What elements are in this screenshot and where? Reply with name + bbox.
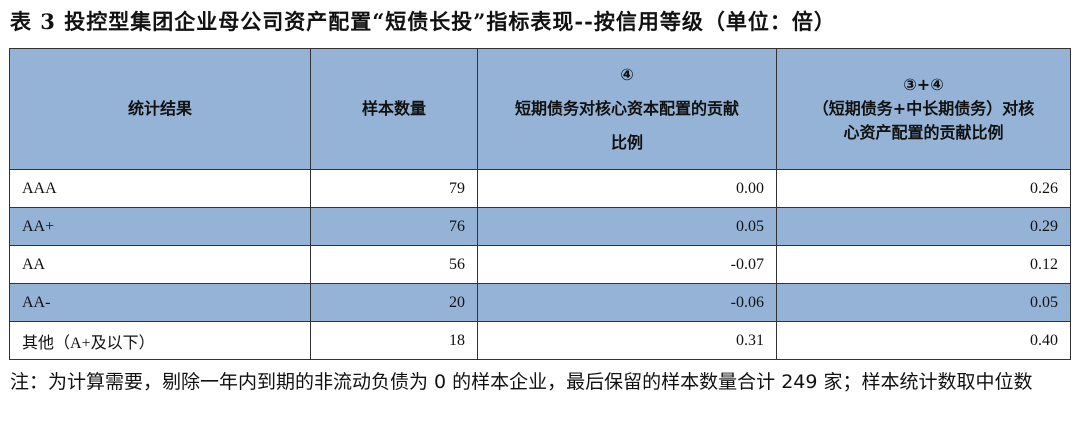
rating-cell: AA- <box>9 283 311 322</box>
rating-cell: 其他（A+及以下） <box>9 321 311 360</box>
short-debt-ratio-cell: 0.00 <box>477 169 777 208</box>
total-debt-ratio-cell: 0.12 <box>776 245 1071 284</box>
rating-cell: AA <box>9 245 311 284</box>
header-row: 统计结果 样本数量 ④ 短期债务对核心资本配置的贡献 比例 ③+④ （短期债务+… <box>9 48 1071 170</box>
total-debt-ratio-cell: 0.40 <box>776 321 1071 360</box>
sample-count-cell: 76 <box>310 207 478 246</box>
header-total-debt-ratio: ③+④ （短期债务+中长期债务）对核 心资产配置的贡献比例 <box>776 48 1071 170</box>
sample-count-cell: 79 <box>310 169 478 208</box>
short-debt-ratio-cell: -0.07 <box>477 245 777 284</box>
short-debt-ratio-cell: 0.05 <box>477 207 777 246</box>
table-row: AAA 79 0.00 0.26 <box>9 169 1071 208</box>
sample-count-cell: 56 <box>310 245 478 284</box>
table-row: 其他（A+及以下） 18 0.31 0.40 <box>9 321 1071 360</box>
short-debt-ratio-cell: -0.06 <box>477 283 777 322</box>
total-debt-ratio-cell: 0.29 <box>776 207 1071 246</box>
table-row: AA+ 76 0.05 0.29 <box>9 207 1071 246</box>
header-short-debt-ratio: ④ 短期债务对核心资本配置的贡献 比例 <box>477 48 777 170</box>
table-row: AA- 20 -0.06 0.05 <box>9 283 1071 322</box>
rating-cell: AA+ <box>9 207 311 246</box>
table-note: 注：为计算需要，剔除一年内到期的非流动负债为 0 的样本企业，最后保留的样本数量… <box>10 371 1033 393</box>
total-debt-ratio-cell: 0.26 <box>776 169 1071 208</box>
sample-count-cell: 18 <box>310 321 478 360</box>
header-stat: 统计结果 <box>9 48 311 170</box>
table-row: AA 56 -0.07 0.12 <box>9 245 1071 284</box>
rating-cell: AAA <box>9 169 311 208</box>
header-sample-count: 样本数量 <box>310 48 478 170</box>
short-debt-ratio-cell: 0.31 <box>477 321 777 360</box>
table-title: 表 3 投控型集团企业母公司资产配置“短债长投”指标表现--按信用等级（单位：倍… <box>10 9 836 34</box>
sample-count-cell: 20 <box>310 283 478 322</box>
data-table: 统计结果 样本数量 ④ 短期债务对核心资本配置的贡献 比例 ③+④ （短期债务+… <box>9 48 1071 360</box>
total-debt-ratio-cell: 0.05 <box>776 283 1071 322</box>
